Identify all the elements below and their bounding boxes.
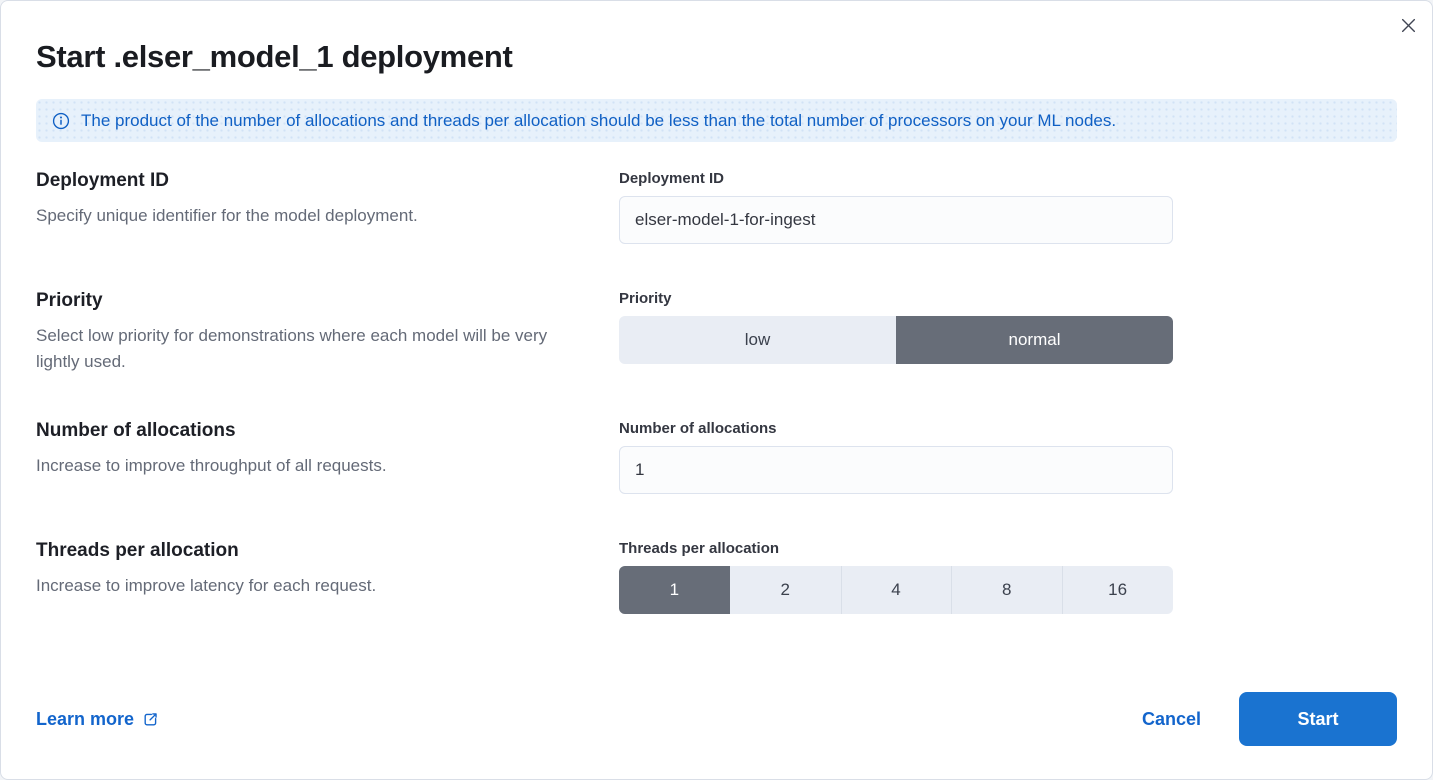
form-row-threads-per-allocation: Threads per allocation Increase to impro… [36, 540, 1397, 615]
row-title-number-of-allocations: Number of allocations [36, 420, 236, 442]
row-description-threads-per-allocation: Increase to improve latency for each req… [36, 576, 377, 596]
form-row-priority: Priority Select low priority for demonst… [36, 290, 1397, 374]
field-label-number-of-allocations: Number of allocations [619, 420, 777, 438]
info-icon [52, 112, 70, 130]
deployment-form: Deployment ID Specify unique identifier … [36, 170, 1397, 615]
row-title-threads-per-allocation: Threads per allocation [36, 540, 239, 562]
page-title: Start .elser_model_1 deployment [36, 39, 513, 74]
row-description-number-of-allocations: Increase to improve throughput of all re… [36, 456, 387, 476]
number-of-allocations-input[interactable] [619, 446, 1173, 495]
start-button[interactable]: Start [1239, 692, 1397, 746]
info-callout: The product of the number of allocations… [36, 99, 1397, 143]
priority-option-low[interactable]: low [619, 316, 896, 364]
field-label-priority: Priority [619, 290, 672, 308]
cancel-button[interactable]: Cancel [1141, 708, 1201, 729]
threads-option-8[interactable]: 8 [951, 566, 1062, 614]
modal-header: Start .elser_model_1 deployment [36, 1, 1397, 77]
close-button[interactable] [1392, 9, 1424, 41]
row-title-deployment-id: Deployment ID [36, 170, 170, 192]
external-link-icon [142, 711, 159, 728]
form-row-deployment-id: Deployment ID Specify unique identifier … [36, 170, 1397, 245]
learn-more-link[interactable]: Learn more [36, 709, 159, 730]
row-description-priority: Select low priority for demonstrations w… [36, 326, 548, 371]
priority-option-normal[interactable]: normal [896, 316, 1173, 365]
modal-footer: Learn more Cancel Start [36, 692, 1397, 779]
learn-more-label: Learn more [36, 708, 135, 729]
close-icon [1400, 17, 1417, 34]
threads-option-2[interactable]: 2 [730, 566, 841, 614]
threads-option-4[interactable]: 4 [841, 566, 952, 614]
threads-button-group: 1 2 4 8 16 [619, 566, 1173, 615]
row-description-deployment-id: Specify unique identifier for the model … [36, 206, 418, 226]
priority-button-group: low normal [619, 316, 1173, 365]
field-label-deployment-id: Deployment ID [619, 170, 725, 188]
field-label-threads-per-allocation: Threads per allocation [619, 540, 780, 558]
deployment-id-input[interactable] [619, 196, 1173, 245]
row-title-priority: Priority [36, 290, 103, 312]
callout-text: The product of the number of allocations… [81, 110, 1117, 130]
threads-option-1[interactable]: 1 [619, 566, 730, 615]
threads-option-16[interactable]: 16 [1062, 566, 1173, 614]
form-row-number-of-allocations: Number of allocations Increase to improv… [36, 420, 1397, 495]
